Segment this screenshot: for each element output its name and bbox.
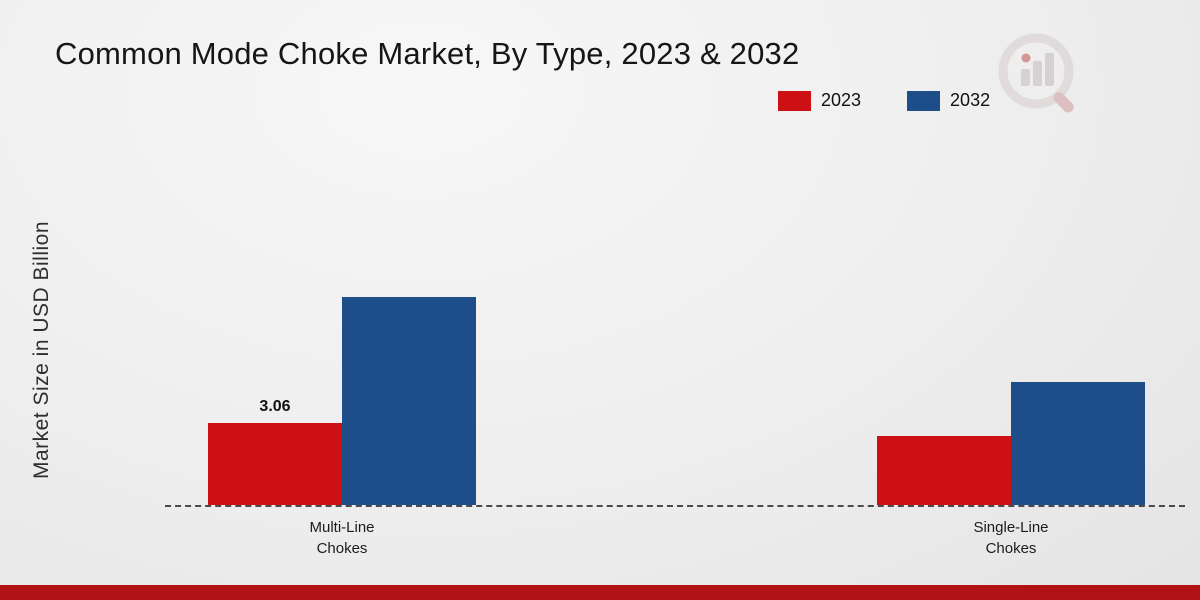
legend-item-2023: 2023: [778, 90, 861, 111]
y-axis-label: Market Size in USD Billion: [30, 220, 53, 480]
plot-area: 3.06 Multi-Line Chokes Single-Line Chokes: [165, 265, 1185, 557]
brand-logo-icon: [998, 33, 1074, 113]
x-axis-line: [165, 505, 1185, 507]
legend-swatch-2023: [778, 90, 811, 111]
bar-2032-single-line-chokes: [1011, 382, 1145, 505]
chart-title: Common Mode Choke Market, By Type, 2023 …: [55, 36, 800, 71]
footer-strip: [0, 585, 1200, 600]
category-label: Multi-Line Chokes: [309, 519, 375, 557]
legend-label: 2023: [821, 90, 862, 110]
legend-item-2032: 2032: [907, 90, 990, 111]
bar-group-single-line-chokes: Single-Line Chokes: [877, 382, 1145, 557]
bar-2032-multi-line-chokes: [342, 297, 476, 505]
category-label: Single-Line Chokes: [973, 519, 1049, 557]
legend-label: 2032: [950, 90, 991, 110]
brand-logo: [993, 30, 1085, 121]
bar-2023-multi-line-chokes: 3.06: [208, 398, 342, 505]
chart-legend: 2023 2032: [778, 90, 990, 111]
bar-group-multi-line-chokes: 3.06 Multi-Line Chokes: [208, 297, 476, 557]
bar-2023-single-line-chokes: [877, 436, 1011, 505]
legend-swatch-2032: [907, 90, 941, 111]
bar-value-label: 3.06: [259, 398, 291, 415]
